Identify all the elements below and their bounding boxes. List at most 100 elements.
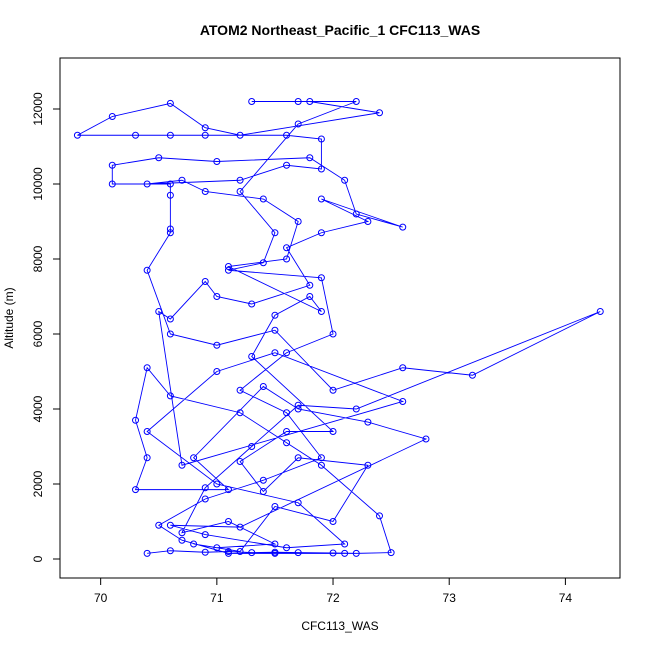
data-point <box>213 341 221 349</box>
data-point <box>248 97 256 105</box>
data-point <box>376 512 384 520</box>
y-tick-label: 0 <box>31 555 45 562</box>
data-point <box>317 195 325 203</box>
data-point <box>294 217 302 225</box>
data-point <box>271 229 279 237</box>
data-point <box>317 165 325 173</box>
data-point <box>399 364 407 372</box>
data-point <box>132 416 140 424</box>
data-point <box>166 229 174 237</box>
data-point <box>166 99 174 107</box>
x-tick-label: 74 <box>559 591 573 605</box>
y-axis-label: Altitude (m) <box>2 287 16 348</box>
data-point <box>271 311 279 319</box>
data-point <box>283 244 291 252</box>
data-point <box>178 461 186 469</box>
x-tick-label: 73 <box>443 591 457 605</box>
x-tick-label: 72 <box>326 591 340 605</box>
data-point <box>236 386 244 394</box>
data-point <box>306 154 314 162</box>
data-point <box>329 427 337 435</box>
data-point <box>190 540 198 548</box>
y-tick-label: 6000 <box>31 320 45 347</box>
data-point <box>341 540 349 548</box>
data-point <box>201 187 209 195</box>
data-point <box>108 161 116 169</box>
data-point <box>224 486 232 494</box>
data-point <box>213 292 221 300</box>
data-point <box>294 401 302 409</box>
data-point <box>329 517 337 525</box>
data-point <box>399 397 407 405</box>
data-point <box>236 457 244 465</box>
data-point <box>166 315 174 323</box>
data-point <box>259 487 267 495</box>
data-point <box>376 109 384 117</box>
x-tick-label: 71 <box>210 591 224 605</box>
data-point <box>329 386 337 394</box>
data-point <box>259 382 267 390</box>
data-point <box>143 180 151 188</box>
data-point <box>166 330 174 338</box>
data-point <box>387 549 395 557</box>
data-point <box>294 499 302 507</box>
data-point <box>317 274 325 282</box>
data-point <box>271 549 279 557</box>
data-point <box>283 409 291 417</box>
data-point <box>190 454 198 462</box>
data-point <box>201 495 209 503</box>
data-point <box>399 223 407 231</box>
data-point <box>283 427 291 435</box>
plot-frame <box>59 57 621 579</box>
data-point <box>271 540 279 548</box>
data-point <box>271 502 279 510</box>
data-point <box>201 277 209 285</box>
data-point <box>306 97 314 105</box>
data-point <box>283 439 291 447</box>
data-point <box>143 549 151 557</box>
data-point <box>224 517 232 525</box>
data-point <box>352 210 360 218</box>
data-point <box>329 549 337 557</box>
data-point <box>201 484 209 492</box>
data-point <box>271 349 279 357</box>
data-point <box>306 281 314 289</box>
data-point <box>236 176 244 184</box>
data-point <box>166 521 174 529</box>
data-point <box>352 405 360 413</box>
data-point <box>166 392 174 400</box>
data-point <box>155 154 163 162</box>
data-point <box>224 262 232 270</box>
x-tick-label: 70 <box>94 591 108 605</box>
data-point <box>317 454 325 462</box>
data-point <box>224 549 232 557</box>
data-point <box>224 547 232 555</box>
data-point <box>294 454 302 462</box>
data-point <box>259 476 267 484</box>
data-point <box>201 531 209 539</box>
data-point <box>201 131 209 139</box>
data-point <box>248 442 256 450</box>
data-point <box>596 307 604 315</box>
data-point <box>468 371 476 379</box>
data-point <box>166 225 174 233</box>
data-point <box>364 418 372 426</box>
data-point <box>236 187 244 195</box>
data-point <box>108 112 116 120</box>
data-point <box>236 131 244 139</box>
data-point <box>294 549 302 557</box>
data-point <box>329 330 337 338</box>
data-point <box>201 124 209 132</box>
data-point <box>155 307 163 315</box>
data-point <box>259 259 267 267</box>
data-point <box>213 367 221 375</box>
y-tick-label: 4000 <box>31 395 45 422</box>
data-point <box>132 131 140 139</box>
data-point <box>166 131 174 139</box>
data-point <box>294 97 302 105</box>
data-point <box>422 435 430 443</box>
y-tick-label: 12000 <box>31 92 45 126</box>
data-point <box>132 486 140 494</box>
data-point <box>259 195 267 203</box>
